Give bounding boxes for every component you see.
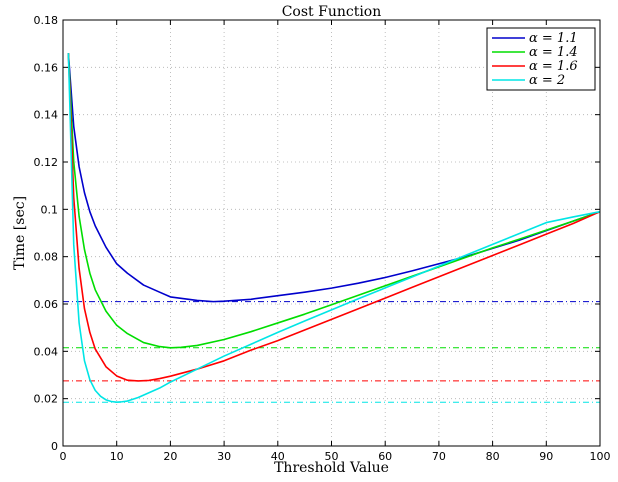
legend-entry: α = 2 xyxy=(529,73,565,88)
legend-entry: α = 1.1 xyxy=(529,31,578,46)
y-axis-label: Time [sec] xyxy=(12,196,28,270)
series-line xyxy=(67,53,601,382)
y-tick-label: 0.12 xyxy=(34,156,59,169)
x-tick-label: 70 xyxy=(432,450,446,463)
y-tick-label: 0.02 xyxy=(34,393,59,406)
x-tick-label: 10 xyxy=(110,450,124,463)
y-tick-label: 0.06 xyxy=(34,298,59,311)
x-tick-label: 30 xyxy=(217,450,231,463)
x-tick-label: 40 xyxy=(271,450,285,463)
y-tick-label: 0.04 xyxy=(34,345,59,358)
minimum-reference-lines xyxy=(63,301,600,403)
x-axis-label: Threshold Value xyxy=(274,460,389,476)
legend-entry: α = 1.6 xyxy=(529,59,578,74)
series-line xyxy=(67,53,601,349)
y-tick-label: 0.18 xyxy=(34,14,59,27)
legend: α = 1.1α = 1.4α = 1.6α = 2 xyxy=(486,27,596,91)
y-tick-label: 0.1 xyxy=(41,203,59,216)
x-tick-label: 60 xyxy=(378,450,392,463)
y-tick-label: 0.16 xyxy=(34,61,59,74)
x-tick-label: 80 xyxy=(486,450,500,463)
y-tick-label: 0.14 xyxy=(34,109,59,122)
y-tick-label: 0.08 xyxy=(34,251,59,264)
x-tick-label: 20 xyxy=(163,450,177,463)
x-tick-label: 90 xyxy=(539,450,553,463)
series-line xyxy=(67,53,601,404)
chart-title: Cost Function xyxy=(282,4,382,20)
legend-entry: α = 1.4 xyxy=(529,45,578,60)
x-tick-label: 0 xyxy=(60,450,67,463)
ticks-layer: 0 10 20 30 40 50 60 70 80 90 100 0 0.02 0.04 0.06 0.08 0… xyxy=(34,14,611,463)
x-tick-label: 50 xyxy=(325,450,339,463)
y-tick-label: 0 xyxy=(51,440,58,453)
x-tick-label: 100 xyxy=(590,450,611,463)
series-layer xyxy=(67,53,601,404)
